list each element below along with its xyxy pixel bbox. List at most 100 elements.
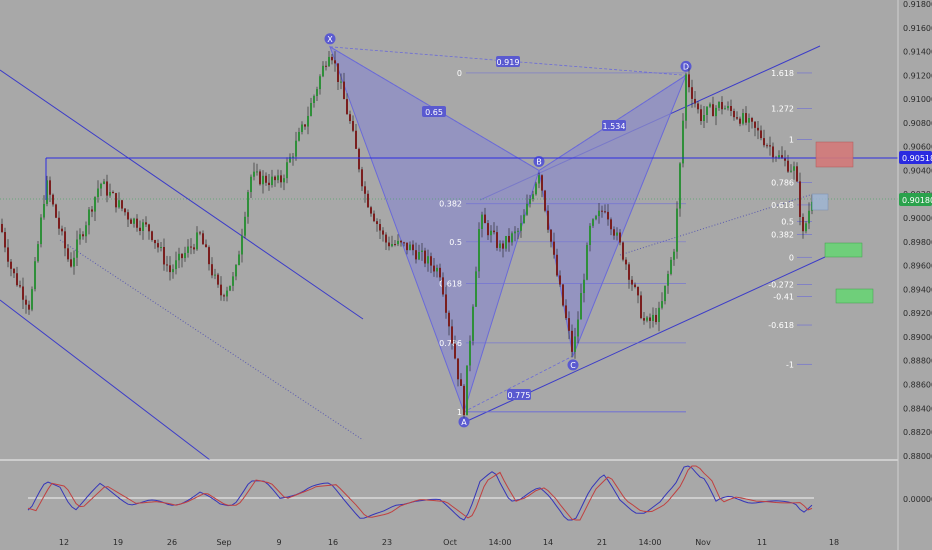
candle-body [376, 221, 378, 225]
candle-body [280, 175, 282, 183]
candle-body [706, 106, 708, 116]
candle-body [166, 264, 168, 266]
candle-body [619, 232, 621, 243]
pattern-ratio-bg [507, 389, 531, 400]
candle-body [802, 217, 804, 232]
time-tick-label: 23 [382, 538, 392, 547]
candle-body [262, 175, 264, 185]
candle-body [4, 232, 6, 248]
candle-body [394, 244, 396, 246]
candle-body [79, 234, 81, 240]
time-axis[interactable]: 12 19 26 Sep 9 16 23 Oct 14:00 14 21 14:00 Nov 11 18 [59, 538, 839, 547]
downtrend-channel-mid[interactable] [59, 239, 364, 441]
candle-body [97, 188, 99, 198]
candle-body [118, 200, 120, 208]
uptrend-channel-mid[interactable] [619, 194, 811, 256]
candle-body [787, 160, 789, 172]
candle-body [547, 210, 549, 230]
candle-body [625, 259, 627, 265]
candle-body [358, 148, 360, 170]
price-tick-label: 0.88000 [903, 452, 932, 461]
candle-body [613, 229, 615, 236]
time-tick-label: 26 [167, 538, 177, 547]
candle-body [391, 244, 393, 247]
time-tick-label: 9 [276, 538, 281, 547]
candle-body [727, 106, 729, 109]
candle-body [439, 267, 441, 278]
candle-body [124, 208, 126, 213]
pattern-ratio-line [463, 355, 574, 413]
fib-right-label: 0.618 [771, 201, 794, 210]
target-zone-1[interactable] [824, 242, 863, 258]
candle-body [676, 208, 678, 252]
candle-body [367, 193, 369, 208]
pattern-ratio-label: 0.65 [422, 106, 446, 117]
candle-body [319, 76, 321, 90]
candle-body [337, 63, 339, 82]
fib-left-label: 0 [457, 69, 462, 78]
fib-right-label: 0 [789, 253, 794, 262]
candle-body [664, 285, 666, 302]
fib-right-label: -0.618 [768, 321, 794, 330]
pattern-point-label: X [327, 35, 333, 44]
pattern-point-x[interactable]: X [324, 33, 336, 45]
pattern-point-a[interactable]: A [458, 416, 470, 428]
pattern-point-b[interactable]: B [533, 155, 545, 167]
candle-body [130, 219, 132, 224]
candle-body [199, 232, 201, 234]
time-tick-label: Oct [443, 538, 457, 547]
candle-body [505, 235, 507, 249]
candle-body [448, 312, 450, 327]
fib-levels: 0 0.382 0.5 0.618 0.786 1 1.618 1.272 1 0.786 0.61… [439, 69, 812, 417]
candle-body [64, 231, 66, 249]
candle-body [385, 234, 387, 243]
candle-body [16, 273, 18, 286]
candle-body [298, 131, 300, 141]
candle-body [379, 224, 381, 231]
fib-right-label: -0.41 [773, 292, 794, 301]
candle-body [424, 250, 426, 264]
candle-body [340, 81, 342, 83]
candle-body [550, 229, 552, 242]
candle-body [580, 293, 582, 320]
candle-body [622, 242, 624, 260]
downtrend-channel-lower[interactable] [0, 299, 211, 461]
candle-body [733, 110, 735, 118]
candle-body [658, 307, 660, 323]
candle-body [148, 224, 150, 232]
candle-body [577, 319, 579, 337]
fib-right-label: -1 [786, 360, 794, 369]
target-zone-2[interactable] [835, 288, 874, 304]
candle-body [283, 178, 285, 183]
fib-right-label: 0.5 [781, 218, 794, 227]
candle-body [370, 207, 372, 214]
pattern-point-label: C [570, 361, 576, 370]
candle-body [58, 217, 60, 229]
stop-loss-zone[interactable] [815, 141, 854, 168]
entry-zone[interactable] [811, 193, 829, 211]
pattern-ratio-text: 1.534 [603, 122, 626, 131]
candle-body [55, 204, 57, 218]
candle-body [688, 74, 690, 88]
pattern-point-d[interactable]: D [680, 60, 692, 72]
candle-body [511, 233, 513, 243]
pattern-point-c[interactable]: C [567, 359, 579, 371]
fib-right-label: 1.618 [771, 69, 794, 78]
candle-body [466, 365, 468, 416]
candle-body [328, 56, 330, 67]
downtrend-channel-upper[interactable] [0, 69, 364, 320]
candle-body [562, 284, 564, 306]
candle-body [331, 56, 333, 61]
candle-body [310, 103, 312, 116]
candle-body [292, 156, 294, 158]
time-tick-label: 11 [757, 538, 767, 547]
candle-body [235, 265, 237, 277]
candle-body [388, 242, 390, 247]
candle-body [184, 252, 186, 259]
candle-body [529, 199, 531, 204]
candle-body [28, 304, 30, 310]
